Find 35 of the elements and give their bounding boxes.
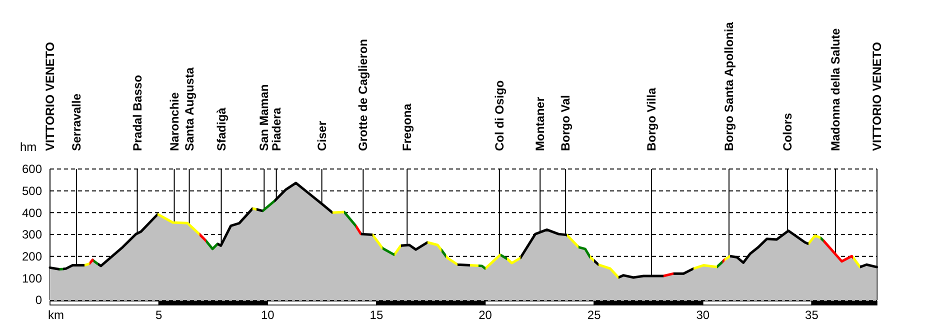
ref-line-label: San Maman bbox=[257, 84, 272, 151]
x-tick-label: 30 bbox=[696, 308, 710, 322]
y-tick-label: 0 bbox=[35, 293, 42, 308]
ref-line-label: VITTORIO VENETO bbox=[870, 42, 884, 151]
x-tick-label: 10 bbox=[260, 308, 275, 322]
ref-line-label: Naronchie bbox=[167, 92, 182, 151]
x-tick-label: 15 bbox=[370, 308, 384, 322]
ref-line-label: Borgo Val bbox=[558, 94, 573, 151]
ref-line-label: Borgo Santa Apollonia bbox=[722, 22, 736, 151]
ref-line-label: VITTORIO VENETO bbox=[43, 42, 57, 151]
ref-line-label: Fregona bbox=[400, 103, 414, 151]
x-axis-title: km bbox=[48, 308, 64, 322]
x-tick-label: 25 bbox=[587, 308, 602, 322]
ref-line-label: Santa Augusta bbox=[182, 67, 196, 151]
y-tick-label: 300 bbox=[22, 228, 42, 242]
ref-line-label: Madonna della Salute bbox=[828, 28, 842, 151]
y-axis-title: hm bbox=[20, 140, 37, 154]
x-tick-label: 20 bbox=[478, 308, 492, 322]
y-tick-label: 600 bbox=[22, 162, 42, 176]
y-tick-label: 100 bbox=[22, 271, 42, 286]
ref-line-label: Ciser bbox=[314, 120, 329, 151]
ref-line-label: Montaner bbox=[533, 96, 548, 151]
ref-line-label: Pradal Basso bbox=[130, 74, 144, 151]
ref-line-label: Borgo Villa bbox=[644, 88, 659, 151]
y-tick-label: 500 bbox=[22, 184, 42, 198]
ref-line-label: Piadera bbox=[269, 107, 284, 151]
y-tick-label: 400 bbox=[22, 206, 42, 220]
ref-line-label: Grotte de Caglieron bbox=[356, 38, 370, 151]
x-tick-label: 5 bbox=[155, 308, 162, 322]
ref-line-label: Sfadigà bbox=[214, 107, 228, 151]
y-tick-label: 200 bbox=[22, 250, 42, 264]
x-tick-label: 35 bbox=[805, 308, 819, 322]
ref-line-label: Colors bbox=[780, 112, 795, 151]
ref-line-label: Col di Osigo bbox=[492, 80, 506, 151]
ref-line-label: Serravalle bbox=[70, 93, 84, 151]
